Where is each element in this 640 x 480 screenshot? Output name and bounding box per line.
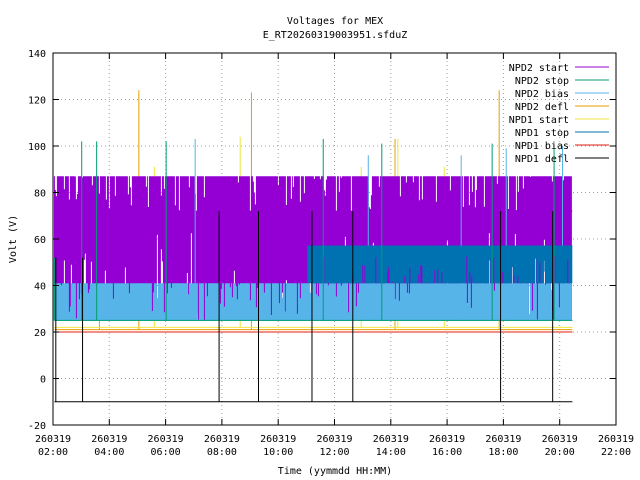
x-tick-label-time: 14:00 <box>376 447 406 458</box>
ticks: -20 0 20 40 60 80 100 120 140 260319 02:00 260319 04… <box>28 49 634 458</box>
y-axis-label: Volt (V) <box>8 215 19 263</box>
y-tick-label: 120 <box>28 96 46 107</box>
x-tick-label-date: 260319 <box>373 434 409 445</box>
series-npd1-defl <box>54 211 573 403</box>
x-tick-label-time: 20:00 <box>545 447 575 458</box>
x-tick-label-date: 260319 <box>91 434 127 445</box>
x-tick-label-time: 10:00 <box>263 447 293 458</box>
x-tick-label-time: 12:00 <box>319 447 349 458</box>
legend-label: NPD1 start <box>509 115 569 126</box>
series-npd2-stop <box>53 139 573 321</box>
x-tick-label-date: 260319 <box>485 434 521 445</box>
legend-label: NPD1 defl <box>515 154 569 165</box>
y-tick-label: 40 <box>34 282 46 293</box>
y-tick-label: 80 <box>34 189 46 200</box>
legend-label: NPD1 bias <box>515 141 569 152</box>
legend-label: NPD2 stop <box>515 76 569 87</box>
x-tick-label-time: 08:00 <box>207 447 237 458</box>
y-tick-label: 100 <box>28 142 46 153</box>
legend-label: NPD2 start <box>509 63 569 74</box>
x-tick-label-date: 260319 <box>542 434 578 445</box>
x-tick-label-date: 260319 <box>148 434 184 445</box>
x-tick-label-date: 260319 <box>260 434 296 445</box>
legend-label: NPD1 stop <box>515 128 569 139</box>
series-band <box>53 283 572 321</box>
x-tick-label-date: 260319 <box>204 434 240 445</box>
x-tick-label-time: 02:00 <box>38 447 68 458</box>
series-band <box>307 246 573 284</box>
x-tick-label-date: 260319 <box>598 434 634 445</box>
y-tick-label: 20 <box>34 328 46 339</box>
y-tick-label: 0 <box>40 375 46 386</box>
series-npd1-stop <box>307 245 573 284</box>
x-axis-label: Time (yymmdd HH:MM) <box>278 466 392 477</box>
legend: NPD2 start NPD2 stop NPD2 bias NPD2 defl NPD… <box>509 63 609 165</box>
legend-label: NPD2 bias <box>515 89 569 100</box>
chart-title: Voltages for MEX <box>287 16 383 27</box>
x-tick-label-time: 22:00 <box>601 447 631 458</box>
y-tick-label: -20 <box>28 421 46 432</box>
y-tick-label: 140 <box>28 49 46 60</box>
x-tick-label-date: 260319 <box>316 434 352 445</box>
x-tick-label-time: 04:00 <box>94 447 124 458</box>
x-tick-label-time: 06:00 <box>151 447 181 458</box>
x-tick-label-time: 18:00 <box>488 447 518 458</box>
y-tick-label: 60 <box>34 235 46 246</box>
series-layer <box>53 90 573 403</box>
x-tick-label-date: 260319 <box>35 434 71 445</box>
legend-label: NPD2 defl <box>515 102 569 113</box>
x-tick-label-time: 16:00 <box>432 447 462 458</box>
chart-subtitle: E_RT20260319003951.sfduZ <box>263 30 408 41</box>
x-tick-label-date: 260319 <box>429 434 465 445</box>
